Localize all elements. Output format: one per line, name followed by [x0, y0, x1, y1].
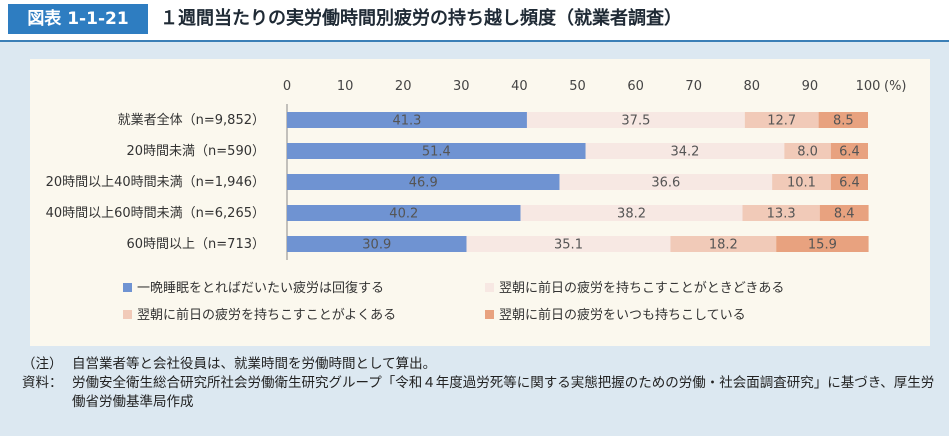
legend-swatch: [123, 310, 132, 319]
bar-segment: [287, 112, 527, 128]
x-tick-label: 30: [453, 79, 470, 94]
bar-segment: [670, 236, 777, 252]
data-label: 6.4: [839, 176, 860, 191]
legend-label: 翌朝に前日の疲労を持ちこすことがときどきある: [499, 280, 784, 296]
figure-id-badge: 図表 1-1-21: [8, 4, 148, 34]
legend-label: 翌朝に前日の疲労を持ちこすことがよくある: [137, 307, 396, 323]
bar-segment: [287, 174, 560, 190]
bar-segment: [287, 143, 586, 159]
bar-segment: [772, 174, 831, 190]
legend-label: 一晩睡眠をとればだいたい疲労は回復する: [137, 280, 384, 296]
category-label: 60時間以上（n=713）: [127, 237, 266, 252]
bar-segment: [830, 174, 868, 190]
bar-segment: [520, 205, 743, 221]
data-label: 30.9: [362, 238, 391, 253]
x-tick-label: 70: [685, 79, 702, 94]
data-label: 12.7: [767, 114, 796, 129]
data-label: 8.4: [834, 207, 855, 222]
data-label: 8.0: [797, 145, 818, 160]
legend-label: 翌朝に前日の疲労をいつも持ちこしている: [499, 307, 746, 323]
x-tick-label: 100: [856, 79, 881, 94]
bar-segment: [526, 112, 745, 128]
bar-segment: [287, 236, 467, 252]
bar-segment: [744, 112, 819, 128]
x-axis-unit: (%): [884, 79, 907, 94]
bar-segment: [830, 143, 868, 159]
data-label: 34.2: [671, 145, 700, 160]
data-label: 35.1: [554, 238, 583, 253]
x-tick-label: 90: [802, 79, 819, 94]
x-tick-label: 40: [511, 79, 528, 94]
x-tick-label: 50: [569, 79, 586, 94]
category-label: 20時間以上40時間未満（n=1,946）: [46, 175, 265, 190]
category-label: 就業者全体（n=9,852）: [118, 112, 265, 128]
data-label: 46.9: [409, 176, 438, 191]
bar-segment: [287, 205, 521, 221]
legend-swatch: [485, 283, 494, 292]
figure-title: １週間当たりの実労働時間別疲労の持ち越し頻度（就業者調査）: [160, 8, 682, 29]
x-tick-label: 20: [395, 79, 412, 94]
data-label: 41.3: [392, 114, 421, 129]
data-label: 15.9: [808, 238, 837, 253]
bar-segment: [585, 143, 785, 159]
data-label: 10.1: [787, 176, 816, 191]
note-label: （注）: [22, 356, 63, 372]
bar-segment: [466, 236, 671, 252]
data-label: 51.4: [422, 145, 451, 160]
bar-segment: [559, 174, 773, 190]
data-label: 13.3: [767, 207, 796, 222]
bar-segment: [819, 205, 869, 221]
stacked-bar-chart: 0 10 20 30 40 50 60 70 80 90 100 (%) 就業者全体（n=9,852） 4…: [46, 79, 907, 323]
source-label: 資料：: [22, 375, 63, 391]
bar-segment: [742, 205, 820, 221]
data-label: 40.2: [389, 207, 418, 222]
note-row: （注） 自営業者等と会社役員は、就業時間を労働時間として算出。: [22, 355, 937, 374]
source-text: 労働安全衛生総合研究所社会労働衛生研究グループ「令和４年度過労死等に関する実態把…: [72, 375, 935, 410]
bar-segment: [818, 112, 868, 128]
category-label: 20時間未満（n=590）: [127, 144, 266, 159]
x-tick-label: 60: [627, 79, 644, 94]
x-tick-label: 80: [744, 79, 761, 94]
x-tick-label: 0: [283, 79, 291, 94]
bar-segment: [776, 236, 869, 252]
category-label: 40時間以上60時間未満（n=6,265）: [46, 206, 265, 221]
bar-segment: [784, 143, 831, 159]
data-label: 36.6: [651, 176, 680, 191]
figure-header: 図表 1-1-21 １週間当たりの実労働時間別疲労の持ち越し頻度（就業者調査）: [0, 0, 949, 42]
data-label: 38.2: [617, 207, 646, 222]
note-text: 自営業者等と会社役員は、就業時間を労働時間として算出。: [72, 356, 437, 372]
data-label: 6.4: [839, 145, 860, 160]
chart-panel: 0 10 20 30 40 50 60 70 80 90 100 (%) 就業者全体（n=9,852） 4…: [30, 59, 930, 346]
legend-swatch: [123, 283, 132, 292]
x-tick-label: 10: [337, 79, 354, 94]
data-label: 18.2: [709, 238, 738, 253]
legend-swatch: [485, 310, 494, 319]
source-row: 資料： 労働安全衛生総合研究所社会労働衛生研究グループ「令和４年度過労死等に関す…: [22, 374, 937, 412]
notes-section: （注） 自営業者等と会社役員は、就業時間を労働時間として算出。 資料： 労働安全…: [22, 355, 937, 412]
data-label: 8.5: [833, 114, 854, 129]
data-label: 37.5: [621, 114, 650, 129]
